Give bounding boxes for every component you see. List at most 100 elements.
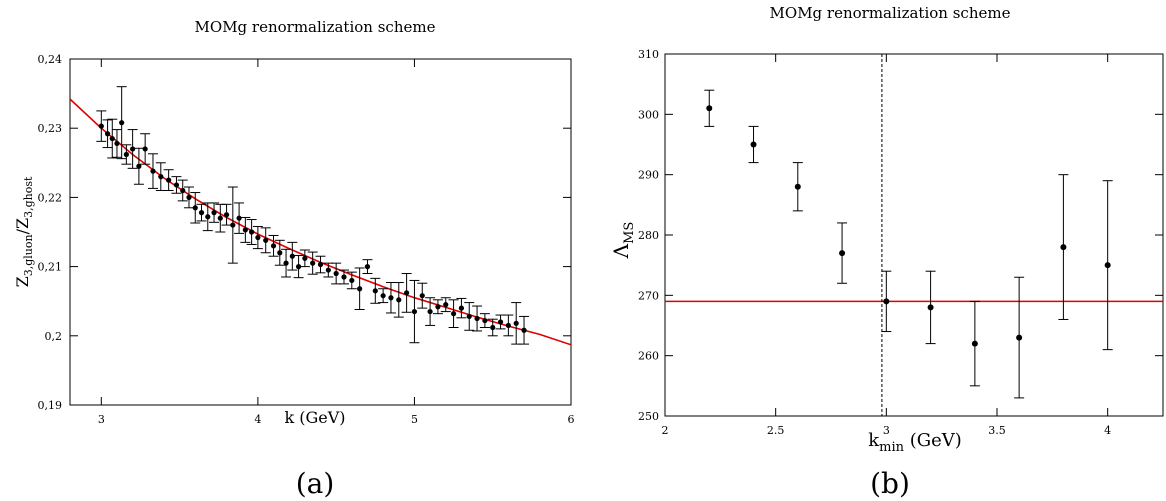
panel-a-data-point [277, 250, 283, 256]
panel-a-axis-ticks [70, 58, 572, 406]
panel-b-y-tick-label: 300 [638, 108, 659, 121]
panel-b-data-point [750, 141, 757, 148]
panel-a-data-point [435, 304, 441, 310]
panel-b-data-point [794, 183, 801, 190]
panel-b-y-tick-label: 310 [638, 48, 659, 61]
panel-a-data-point [325, 267, 331, 273]
panel-a: MOMg renormalization scheme 3 4 5 6 0,19 0,2 0… [13, 18, 575, 500]
panel-a-data-point [130, 146, 136, 152]
panel-b-axis-ticks [664, 53, 1163, 417]
panel-b-y-tick-label: 270 [638, 289, 659, 302]
panel-a-data-point [490, 324, 496, 331]
panel-a-data-point [474, 315, 480, 322]
panel-a-y-tick-label: 0,21 [38, 261, 63, 274]
panel-a-y-axis-label: Z3,gluon/Z3,ghost [13, 176, 35, 287]
panel-b-data-point [839, 250, 846, 257]
panel-a-data-point [150, 168, 156, 174]
panel-b-x-label-k: k [868, 430, 880, 451]
panel-a-data-point [364, 264, 371, 270]
panel-a-data-point [466, 313, 472, 320]
panel-a-plot-frame [69, 58, 572, 406]
panel-a-data-point [341, 274, 347, 280]
panel-b-data-point [971, 340, 978, 347]
panel-a-data-point [372, 288, 378, 294]
panel-a-y-tick-label: 0,19 [38, 399, 63, 412]
panel-a-data-point [388, 295, 394, 301]
panel-a-data-point [255, 234, 261, 241]
panel-b: MOMg renormalization scheme 2 2.5 3 3.5 4 250… [609, 4, 1164, 500]
panel-b-y-tick-label: 250 [638, 410, 659, 423]
panel-a-data-point [450, 311, 457, 317]
panel-b-x-label-rest: (GeV) [904, 430, 962, 451]
panel-a-data-point [236, 215, 242, 221]
panel-b-y-label-lambda: Λ [609, 243, 633, 259]
panel-b-y-label-sub: MS [622, 222, 637, 244]
panel-a-y-label-z1: Z [13, 276, 32, 287]
panel-b-x-tick-label: 3 [883, 424, 890, 437]
panel-a-y-label-slash: /Z [13, 218, 32, 235]
panel-a-data-point [482, 317, 488, 324]
panel-a-data-point [419, 293, 425, 299]
panel-a-data-point [497, 319, 504, 325]
panel-a-label: (a) [296, 467, 335, 500]
panel-a-data-point [98, 123, 104, 129]
panel-a-data-point [173, 182, 180, 188]
panel-a-data-point [427, 308, 433, 315]
panel-a-data-point [349, 277, 355, 284]
panel-a-data-point [289, 253, 295, 259]
panel-b-x-tick-label: 4 [1104, 424, 1111, 437]
panel-b-label: (b) [870, 467, 910, 500]
panel-a-data-point [114, 140, 120, 147]
panel-b-y-tick-label: 260 [638, 350, 659, 363]
panel-a-data-point [205, 214, 211, 220]
panel-a-data-point [192, 205, 198, 211]
panel-a-data-point [295, 264, 302, 270]
panel-a-y-tick-label: 0,22 [38, 191, 63, 204]
panel-a-data-point [443, 302, 449, 308]
panel-a-data-point [302, 255, 308, 261]
panel-a-data-point [198, 210, 205, 216]
panel-a-y-label-sub1: 3,gluon [22, 234, 35, 276]
panel-b-data-point [883, 298, 890, 305]
panel-a-data-point [458, 305, 465, 311]
panel-a-data-point [283, 260, 289, 266]
panel-a-data-point [333, 270, 339, 277]
panel-b-data-point [706, 105, 713, 112]
panel-b-y-tick-label: 290 [638, 169, 659, 182]
panel-a-x-tick-label: 4 [254, 413, 261, 426]
panel-a-x-tick-label: 6 [568, 413, 575, 426]
panel-a-data-point [411, 308, 418, 315]
panel-a-data-point [317, 261, 324, 268]
panel-a-data-point [263, 237, 269, 243]
panel-a-data-point [270, 243, 277, 249]
panel-a-data-point [123, 151, 129, 158]
panel-a-data-point [513, 320, 519, 326]
panel-a-data-point [310, 260, 316, 266]
panel-a-data-point [230, 222, 236, 228]
panel-b-data-point [1016, 334, 1023, 341]
panel-a-data-point [166, 177, 172, 183]
panel-a-marks [70, 86, 571, 346]
panel-a-x-axis-label: k (GeV) [284, 408, 345, 427]
panel-a-data-point [180, 187, 186, 194]
panel-a-data-point [109, 135, 115, 142]
panel-a-data-point [242, 227, 248, 233]
panel-a-y-tick-label: 0,23 [38, 122, 63, 135]
panel-a-data-point [158, 174, 164, 180]
panel-a-data-point [404, 290, 410, 296]
panel-a-data-point [396, 297, 402, 303]
panel-b-x-label-sub: min [879, 440, 904, 455]
panel-b-x-tick-label: 2 [662, 424, 669, 437]
panel-a-title: MOMg renormalization scheme [195, 18, 436, 36]
panel-a-data-point [119, 120, 125, 126]
panel-a-data-point [249, 229, 255, 235]
panel-b-y-axis-label: ΛMS [609, 222, 637, 260]
panel-a-data-point [223, 212, 230, 218]
panel-b-title: MOMg renormalization scheme [770, 4, 1011, 22]
panel-b-x-tick-label: 2.5 [767, 424, 785, 437]
panel-b-data-point [1104, 262, 1111, 269]
panel-a-y-tick-label: 0,2 [45, 330, 63, 343]
panel-a-tick-labels: 3 4 5 6 0,19 0,2 0,21 0,22 0,23 0,24 [38, 53, 575, 426]
panel-a-y-tick-label: 0,24 [38, 53, 63, 66]
